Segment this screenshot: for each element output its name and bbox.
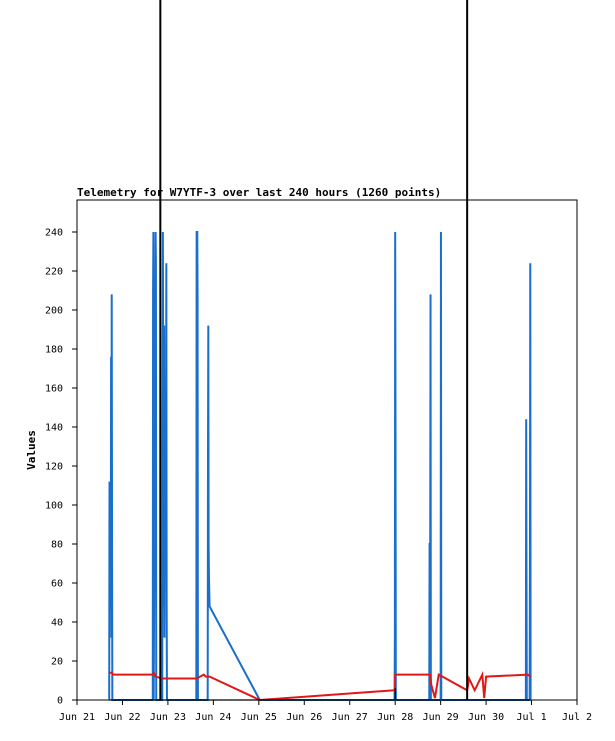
marker-lines [159,0,469,700]
y-tick-label: 220 [45,267,63,278]
x-tick-label: Jun 30 [468,712,504,723]
y-tick-label: 200 [45,306,63,317]
y-tick-label: 180 [45,345,63,356]
y-tick-label: 140 [45,423,63,434]
y-tick-label: 100 [45,501,63,512]
x-tick-label: Jun 27 [332,712,368,723]
x-tick-label: Jun 25 [241,712,277,723]
x-tick-label: Jul 1 [516,712,546,723]
x-axis: Jun 21 Jun 22 Jun 23 Jun 24 Jun 25 Jun 26 Jun … [59,700,592,723]
y-tick-label: 40 [51,618,63,629]
y-tick-label: 60 [51,579,63,590]
y-axis-title: Values [25,430,38,470]
x-tick-label: Jun 21 [59,712,95,723]
y-tick-label: 120 [45,462,63,473]
y-axis: 0 20 40 60 80 100 120 140 160 180 200 220 240 [45,228,77,707]
x-tick-label: Jun 28 [377,712,413,723]
x-tick-label: Jun 22 [104,712,140,723]
x-tick-label: Jul 2 [562,712,592,723]
series-line-3 [109,688,531,701]
x-tick-label: Jun 23 [150,712,186,723]
x-tick-label: Jun 24 [195,712,231,723]
y-tick-label: 240 [45,228,63,239]
y-tick-label: 0 [57,696,63,707]
series-layer [108,231,532,702]
x-tick-label: Jun 26 [286,712,322,723]
y-tick-label: 20 [51,657,63,668]
y-tick-label: 80 [51,540,63,551]
x-tick-label: Jun 29 [423,712,459,723]
chart-title: Telemetry for W7YTF-3 over last 240 hour… [77,186,441,199]
y-tick-label: 160 [45,384,63,395]
